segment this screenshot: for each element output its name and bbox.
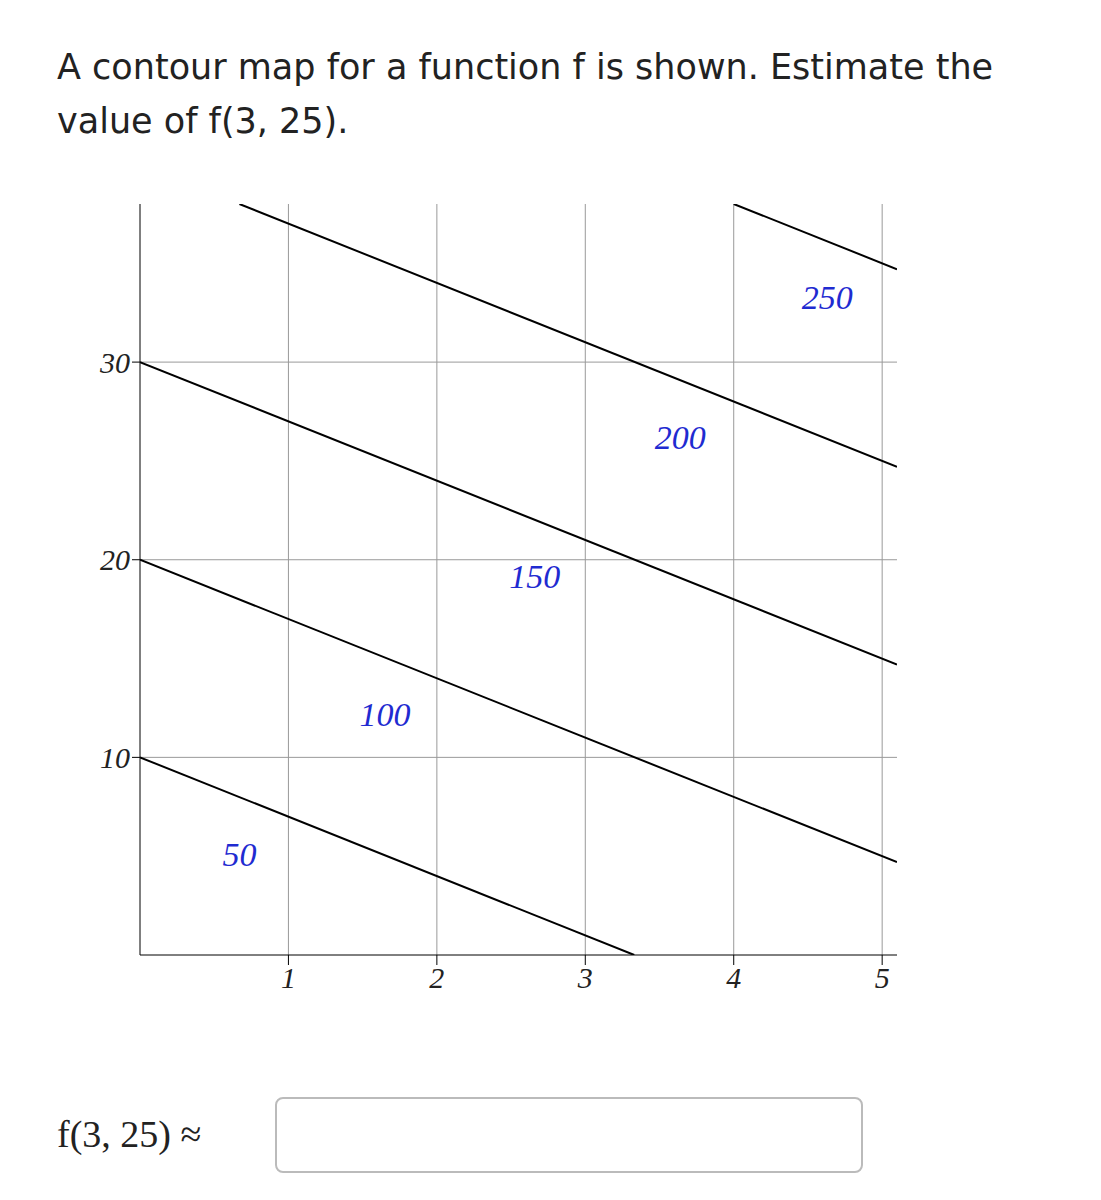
svg-text:150: 150: [509, 558, 560, 595]
svg-text:250: 250: [802, 279, 853, 316]
html-text:A contour map for a function f: A contour map for a function f is shown.…: [57, 47, 994, 141]
svg-text:4: 4: [726, 961, 741, 994]
svg-text:3: 3: [577, 961, 593, 994]
svg-text:1: 1: [281, 961, 296, 994]
svg-text:2: 2: [429, 961, 444, 994]
svg-text:20: 20: [100, 543, 130, 576]
svg-text:5: 5: [875, 961, 890, 994]
html-text:f(3, 25) ≈: f(3, 25) ≈: [57, 1113, 202, 1155]
svg-text:30: 30: [99, 346, 130, 379]
svg-text:100: 100: [359, 696, 410, 733]
svg-text:10: 10: [100, 741, 130, 774]
svg-text:50: 50: [222, 836, 256, 873]
svg-text:200: 200: [655, 419, 706, 456]
